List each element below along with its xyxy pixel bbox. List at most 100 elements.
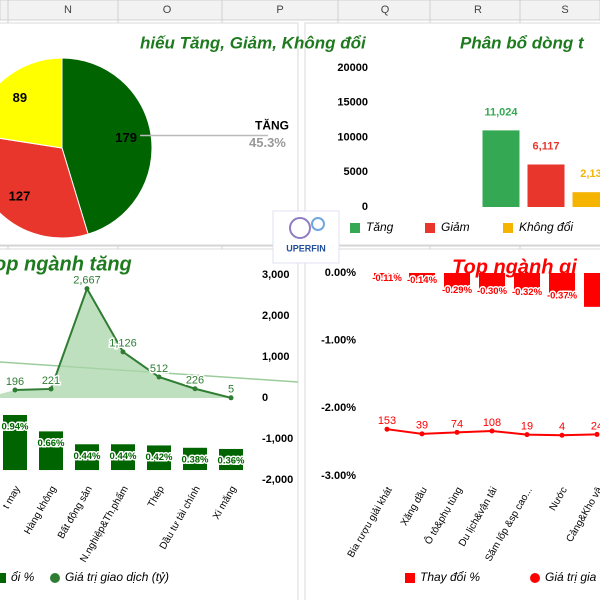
slice-category: TĂNG (255, 118, 289, 133)
line-point (594, 431, 600, 437)
slice-percent: 45.3% (249, 135, 286, 150)
line-value-label: 39 (416, 420, 428, 432)
y-tick-label: 0.00% (325, 267, 356, 279)
legend-swatch (350, 223, 360, 233)
bar (75, 444, 99, 471)
line-value-label: 24 (591, 420, 600, 432)
column-letter: P (276, 4, 283, 16)
line-point (524, 432, 530, 438)
legend-label: Thay đổi % (420, 570, 480, 584)
logo-icon (311, 217, 325, 231)
y-tick-label: 5000 (344, 166, 368, 178)
line-point (228, 395, 234, 401)
chart-title: Phân bổ dòng t (460, 33, 585, 52)
column-letter: N (64, 4, 72, 16)
legend-label: ổi % (11, 570, 35, 584)
bar (3, 414, 27, 471)
bar (183, 447, 207, 471)
bar (549, 273, 575, 299)
bar-value-label: -0.30% (477, 286, 508, 297)
line-value-label: 74 (451, 418, 463, 430)
y-tick-label: 10000 (337, 131, 368, 143)
legend-swatch (0, 573, 6, 583)
bar (147, 445, 171, 471)
legend-label: Giá trị giao dịch (tỷ) (65, 570, 169, 584)
bar-value-label: -0.29% (442, 285, 473, 296)
column-letter: Q (381, 4, 390, 16)
bar (527, 164, 565, 207)
y-tick-label: 15000 (337, 97, 368, 109)
y2-tick-label: 3,000 (262, 269, 290, 281)
bar (111, 444, 135, 471)
line-value-label: 2,667 (73, 275, 101, 287)
logo-text: UPERFIN (286, 243, 326, 253)
panel (0, 248, 299, 600)
line-value-label: 19 (521, 421, 533, 433)
legend-swatch (530, 573, 540, 583)
bar-value-label: -0.37% (547, 291, 578, 302)
line-point (489, 428, 495, 434)
line-value-label: 226 (186, 375, 204, 387)
line-point (454, 429, 460, 435)
line-value-label: 108 (483, 417, 501, 429)
column-letter: S (561, 4, 568, 16)
y2-tick-label: -1,000 (262, 433, 293, 445)
bar (584, 273, 600, 307)
line-point (559, 432, 565, 438)
line-point (48, 386, 54, 392)
line-value-label: 196 (6, 376, 24, 388)
pie-slice (0, 57, 63, 149)
y-tick-label: -2.00% (321, 402, 356, 414)
line-value-label: 221 (42, 375, 60, 387)
bar-value-label: 0.66% (38, 438, 65, 449)
logo-icon (289, 217, 311, 239)
chart-title: op ngành tăng (0, 253, 132, 275)
line-point (192, 386, 198, 392)
bar-value-label: 0.94% (2, 422, 29, 433)
bar (572, 192, 600, 207)
line-value-label: 512 (150, 363, 168, 375)
line-value-label: 1,126 (109, 338, 137, 350)
bar-value-label: 0.38% (182, 454, 209, 465)
y2-tick-label: 0 (262, 392, 268, 404)
line-point (419, 431, 425, 437)
line-point (384, 426, 390, 432)
panel (304, 248, 600, 600)
bar (514, 273, 540, 295)
bar-value-label: 0.42% (146, 452, 173, 463)
bar (479, 273, 505, 294)
column-letter: O (163, 4, 172, 16)
bar (482, 130, 520, 207)
line-value-label: 5 (228, 384, 234, 396)
bar (39, 431, 63, 471)
line-point (156, 374, 162, 380)
slice-label: 89 (13, 90, 27, 105)
legend-label: Giá trị gia (545, 570, 597, 584)
bar-value-label: -0.14% (407, 275, 438, 286)
y-tick-label: 0 (362, 201, 368, 213)
y2-tick-label: 2,000 (262, 310, 290, 322)
y2-tick-label: -2,000 (262, 474, 293, 486)
bar-value-label: 0.44% (74, 451, 101, 462)
legend-swatch (50, 573, 60, 583)
legend-label: Tăng (366, 220, 394, 234)
legend-label: Không đổi (519, 220, 573, 234)
legend-label: Giảm (441, 220, 470, 234)
column-letter: R (474, 4, 482, 16)
y-tick-label: -1.00% (321, 335, 356, 347)
y-tick-label: 20000 (337, 62, 368, 74)
line-point (120, 349, 126, 355)
pie-slice (0, 137, 89, 239)
line-value-label: 153 (378, 415, 396, 427)
bar-value-label: 0.36% (218, 455, 245, 466)
bar-value-label: -0.32% (512, 287, 543, 298)
y2-tick-label: 1,000 (262, 351, 290, 363)
bar-value-label: -0.11% (372, 273, 402, 284)
bar-value-label: 2,13 (580, 168, 600, 180)
bar-value-label: 6,117 (533, 140, 560, 152)
legend-swatch (405, 573, 415, 583)
line-point (84, 286, 90, 292)
bar (444, 273, 470, 293)
bar-value-label: 11,024 (484, 106, 518, 118)
